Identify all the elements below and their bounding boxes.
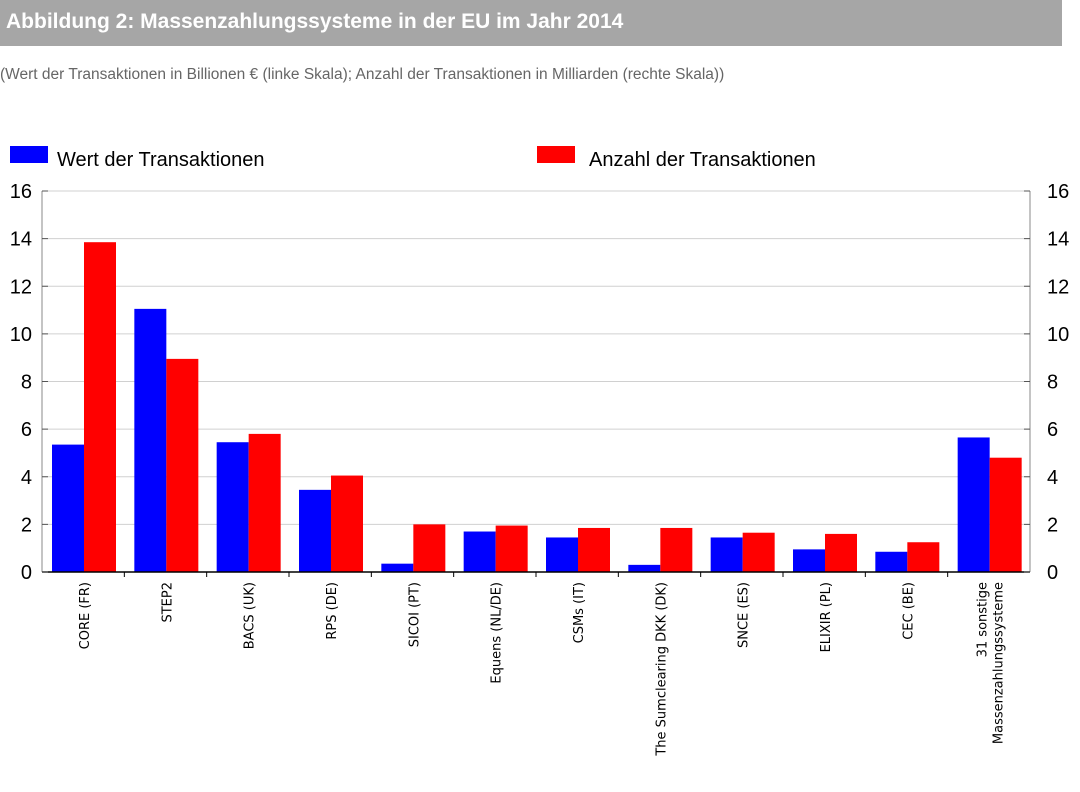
x-category-label-3: RPS (DE) [325,582,340,640]
bar-wert-5 [463,531,496,572]
bar-anzahl-6 [578,527,610,572]
x-category-label-8: SNCE (ES) [737,582,752,648]
x-category-label-10: CEC (BE) [901,582,916,640]
x-category-label-line: RPS (DE) [325,582,340,640]
x-category-label-line: Massenzahlungssysteme [992,582,1007,744]
bar-wert-6 [546,537,578,572]
x-category-label-2: BACS (UK) [243,582,258,649]
x-category-label-11: 31 sonstige Massenzahlungssysteme [976,582,1007,744]
y-left-tick-label: 4 [21,467,32,489]
y-right-tick-label: 16 [1047,181,1069,203]
y-left-tick-label: 12 [10,276,32,298]
y-right-tick-label: 8 [1047,372,1058,394]
y-right-tick-label: 2 [1047,514,1058,536]
x-category-label-line: ELIXIR (PL) [819,582,834,652]
bar-wert-4 [381,563,414,572]
x-category-label-7: The Sumclearing DKK (DK) [654,582,669,757]
bar-wert-8 [710,537,743,572]
x-category-label-line: STEP2 [160,582,175,623]
y-right-tick-label: 6 [1047,419,1058,441]
chart-subtitle: (Wert der Transaktionen in Billionen € (… [0,66,725,83]
x-category-label-9: ELIXIR (PL) [819,582,834,652]
y-left-tick-label: 0 [21,562,32,584]
y-left-tick-label: 10 [10,324,32,346]
x-category-label-1: STEP2 [160,582,175,623]
bar-anzahl-9 [825,533,857,572]
bar-anzahl-10 [907,542,940,572]
bar-anzahl-4 [413,524,446,572]
x-axis-labels: CORE (FR) STEP2 BACS (UK) RPS (DE) SICOI (PT… [78,582,1007,757]
x-category-label-4: SICOI (PT) [407,582,422,647]
y-left-tick-label: 8 [21,372,32,394]
x-category-label-line: BACS (UK) [243,582,258,649]
x-category-label-5: Equens (NL/DE) [490,582,505,684]
legend-swatch-1 [537,146,575,163]
x-category-label-line: CSMs (IT) [572,582,587,643]
legend-label-0: Wert der Transaktionen [57,149,265,171]
axes [41,190,1031,577]
x-category-label-line: SICOI (PT) [407,582,422,647]
grid-lines [42,190,1030,525]
y-right-tick-label: 10 [1047,324,1069,346]
bar-anzahl-5 [495,525,528,572]
y-axis-left-ticks: 0 2 4 6 8 10 12 14 16 [10,181,32,584]
bar-anzahl-2 [248,433,281,572]
bars [52,242,1022,572]
bar-wert-0 [52,444,84,572]
bar-wert-2 [216,442,249,572]
legend-swatch-0 [10,146,48,163]
bar-wert-1 [134,308,167,572]
bar-anzahl-3 [331,475,363,572]
bar-wert-9 [793,549,825,572]
x-category-label-line: SNCE (ES) [737,582,752,648]
y-left-tick-label: 6 [21,419,32,441]
bar-anzahl-8 [742,532,775,572]
y-left-tick-label: 16 [10,181,32,203]
bar-anzahl-11 [989,457,1022,572]
y-left-tick-label: 14 [10,229,32,251]
x-category-label-line: 31 sonstige [976,582,991,657]
bar-anzahl-7 [660,527,693,572]
x-category-label-6: CSMs (IT) [572,582,587,643]
x-category-label-line: The Sumclearing DKK (DK) [654,582,669,757]
x-category-label-line: CORE (FR) [78,582,93,649]
legend: Wert der Transaktionen Anzahl der Transak… [10,146,816,171]
y-left-tick-label: 2 [21,514,32,536]
x-category-label-0: CORE (FR) [78,582,93,649]
y-axis-right-ticks: 0 2 4 6 8 10 12 14 16 [1047,181,1069,584]
y-right-tick-label: 12 [1047,276,1069,298]
y-right-tick-label: 14 [1047,229,1069,251]
chart-title: Abbildung 2: Massenzahlungssysteme in de… [0,0,1062,46]
y-right-tick-label: 0 [1047,562,1058,584]
bar-anzahl-1 [166,358,199,572]
x-category-label-line: Equens (NL/DE) [490,582,505,684]
y-right-tick-label: 4 [1047,467,1058,489]
x-category-label-line: CEC (BE) [901,582,916,640]
bar-wert-11 [957,437,990,572]
legend-label-1: Anzahl der Transaktionen [589,149,816,171]
bar-wert-7 [628,564,661,572]
bar-anzahl-0 [84,242,116,572]
bar-wert-10 [875,551,908,572]
bar-wert-3 [299,489,331,572]
